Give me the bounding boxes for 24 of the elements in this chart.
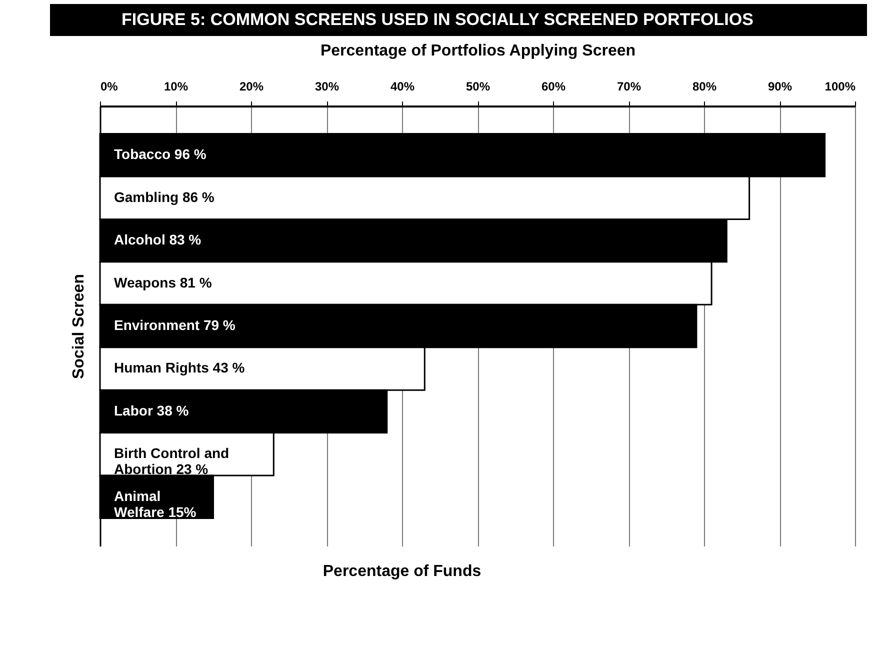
- y-tick-label: Alcohol 83 %: [114, 232, 202, 248]
- y-tick-label: Birth Control and Abortion 23 %: [114, 445, 230, 478]
- x-tick-label: 0%: [100, 80, 118, 94]
- x-tick-label: 40%: [390, 80, 415, 94]
- x-axis-title: Percentage of Portfolios Applying Screen: [320, 42, 636, 60]
- y-tick-label: Animal Welfare 15%: [114, 488, 197, 520]
- text: Percentage of Funds: [322, 563, 482, 580]
- x-tick-label: 10%: [164, 80, 188, 94]
- x-tick-label: 30%: [314, 80, 340, 94]
- y-axis-title: Social Screen: [70, 274, 88, 379]
- x-tick-label: 90%: [768, 80, 792, 94]
- x-tick-label: 20%: [239, 80, 264, 94]
- y-tick-label: Human Rights 43 %: [114, 360, 246, 376]
- x-tick-label: 80%: [692, 80, 717, 94]
- x-tick-label: 100%: [824, 80, 856, 94]
- y-tick-label: Labor 38 %: [114, 402, 190, 418]
- y-tick-label: Weapons 81 %: [114, 274, 212, 290]
- x-tick-label: 70%: [616, 80, 642, 94]
- x-tick-label: 50%: [466, 80, 490, 94]
- y-tick-label: Tobacco 96 %: [114, 146, 207, 162]
- y-tick-label: Environment 79 %: [114, 317, 236, 333]
- x-tick-label: 60%: [541, 80, 566, 94]
- chart-title: FIGURE 5: COMMON SCREENS USED IN SOCIALLY SCREENED PORTFOLIOS: [122, 10, 754, 29]
- y-tick-label: Gambling 86 %: [114, 188, 215, 205]
